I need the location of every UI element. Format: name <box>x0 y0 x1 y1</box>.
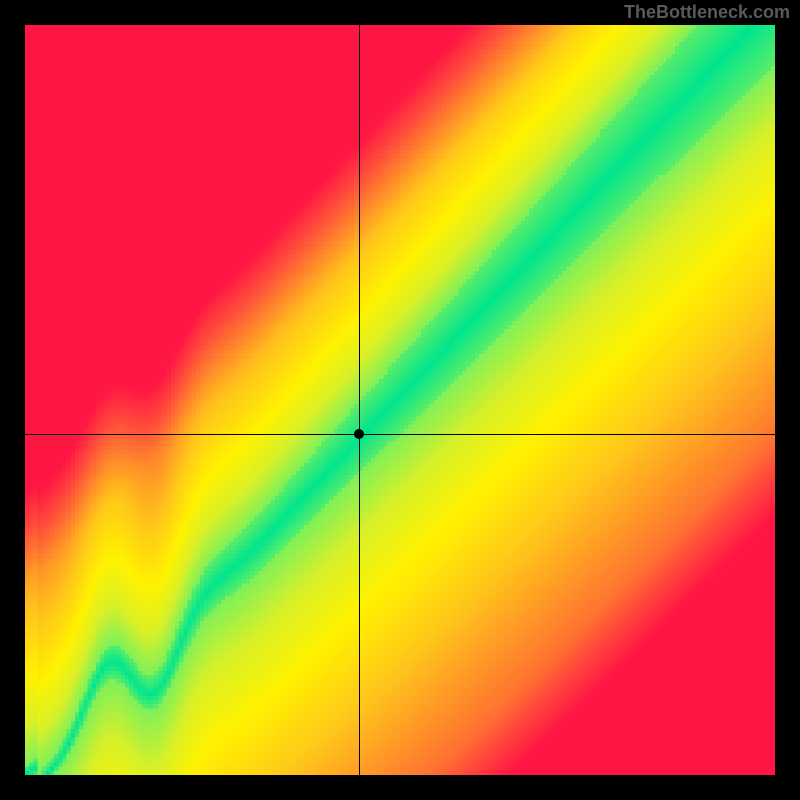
plot-area <box>25 25 775 775</box>
watermark-text: TheBottleneck.com <box>624 2 790 23</box>
heatmap-canvas <box>25 25 775 775</box>
crosshair-vertical <box>359 25 360 775</box>
crosshair-marker <box>354 429 364 439</box>
crosshair-horizontal <box>25 434 775 435</box>
